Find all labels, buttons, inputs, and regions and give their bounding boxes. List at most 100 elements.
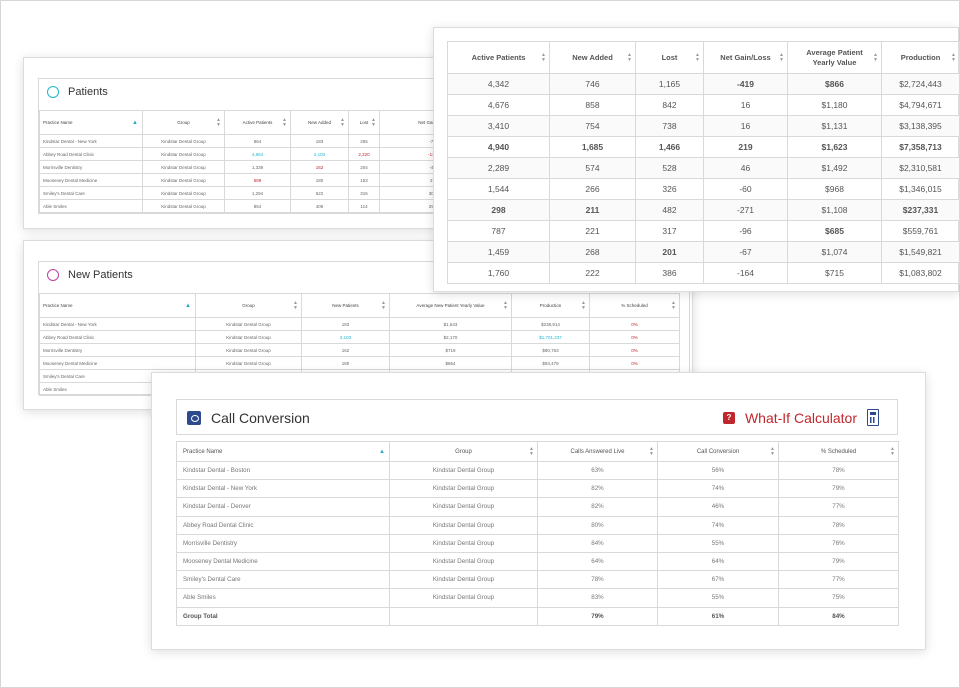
column-header-label: % Scheduled <box>820 448 857 455</box>
column-header[interactable]: Net Gain/Loss ▲▼ <box>703 41 788 74</box>
table-row[interactable]: Morrisville Dentistry Kindstar Dental Gro… <box>39 343 680 357</box>
table-cell: 204 <box>348 160 380 174</box>
table-row[interactable]: 1,544 266 326 -60 $968 $1,346,015 <box>447 178 960 200</box>
column-header[interactable]: New Added ▲ ▼ <box>290 110 349 135</box>
table-row[interactable]: Morrisville Dentistry Kindstar Dental Gro… <box>39 160 486 174</box>
table-row[interactable]: Kindstar Dental - New York Kindstar Denta… <box>176 479 899 499</box>
table-row[interactable]: Kindstar Dental - New York Kindstar Denta… <box>39 134 486 148</box>
table-row[interactable]: Mooseney Dental Medicine Kindstar Dental … <box>39 356 680 370</box>
table-cell: Morrisville Dentistry <box>176 533 390 553</box>
table-cell: $1,623 <box>787 136 882 158</box>
column-header[interactable]: Active Patients ▲ ▼ <box>224 110 291 135</box>
sort-icon[interactable]: ▲▼ <box>770 445 775 457</box>
table-cell: 528 <box>635 157 704 179</box>
call-conversion-card: Call Conversion ? What-If Calculator Pra… <box>151 372 926 650</box>
sort-icon[interactable]: ▲▼ <box>695 51 700 63</box>
table-row[interactable]: Abbey Road Dental Clinic Kindstar Dental … <box>176 515 899 535</box>
sort-icon[interactable]: ▲▼ <box>541 51 546 63</box>
table-cell: 409 <box>290 199 349 213</box>
column-header[interactable]: Active Patients ▲ ▼ <box>447 41 550 74</box>
sort-ascending-icon[interactable]: ▲ <box>379 448 385 455</box>
table-row[interactable]: Mooseney Dental Medicine Kindstar Dental … <box>39 173 486 187</box>
table-cell: 0% <box>589 343 680 357</box>
table-row[interactable]: 298 211 482 -271 $1,108 $237,331 <box>447 199 960 221</box>
column-header[interactable]: Lost ▲ ▼ <box>635 41 704 74</box>
column-header[interactable]: Average Patient Yearly Value ▲ ▼ <box>787 41 882 74</box>
table-cell: 16 <box>703 94 788 116</box>
table-row[interactable]: Abbey Road Dental Clinic Kindstar Dental … <box>39 147 486 161</box>
table-row[interactable]: 4,342 746 1,165 -419 $866 $2,724,443 <box>447 73 960 95</box>
sort-icon[interactable]: ▲▼ <box>529 445 534 457</box>
sort-icon[interactable]: ▲▼ <box>951 51 956 63</box>
sort-icon[interactable]: ▲▼ <box>503 299 508 311</box>
table-row[interactable]: Kindstar Dental - New York Kindstar Denta… <box>39 317 680 331</box>
phone-icon <box>187 411 201 425</box>
table-row[interactable]: 2,289 574 528 46 $1,492 $2,310,581 <box>447 157 960 179</box>
column-header[interactable]: Production ▲ ▼ <box>881 41 960 74</box>
column-header[interactable]: % Scheduled ▲ ▼ <box>778 441 899 462</box>
table-cell: $93,479 <box>511 356 590 370</box>
table-cell: $1,108 <box>787 199 882 221</box>
table-cell: $1,180 <box>787 94 882 116</box>
column-header[interactable]: Call Conversion ▲ ▼ <box>657 441 779 462</box>
table-row[interactable]: Morrisville Dentistry Kindstar Dental Gro… <box>176 533 899 553</box>
column-header[interactable]: Practice Name ▲ <box>39 110 143 135</box>
sort-icon[interactable]: ▲▼ <box>649 445 654 457</box>
table-row[interactable]: 1,459 268 201 -67 $1,074 $1,549,821 <box>447 241 960 263</box>
sort-icon[interactable]: ▲▼ <box>282 116 287 128</box>
table-row[interactable]: Kindstar Dental - Denver Kindstar Dental … <box>176 497 899 517</box>
column-header[interactable]: Group ▲ ▼ <box>195 293 302 318</box>
table-cell: $1,346,015 <box>881 178 960 200</box>
column-header[interactable]: New Patients ▲ ▼ <box>301 293 390 318</box>
column-header[interactable]: Group ▲ ▼ <box>389 441 538 462</box>
sort-ascending-icon[interactable]: ▲ <box>132 119 138 126</box>
column-header[interactable]: Average New Patient Yearly Value ▲ ▼ <box>389 293 512 318</box>
sort-icon[interactable]: ▲▼ <box>627 51 632 63</box>
table-cell: 2,103 <box>290 147 349 161</box>
table-row[interactable]: Able Smiles Kindstar Dental Group 83% 55% 75… <box>176 588 899 608</box>
table-cell: 75% <box>778 588 899 608</box>
table-cell: 162 <box>301 343 390 357</box>
table-cell: 316 <box>348 186 380 200</box>
sort-icon[interactable]: ▲▼ <box>671 299 676 311</box>
column-header[interactable]: Group ▲ ▼ <box>142 110 225 135</box>
sort-icon[interactable]: ▲▼ <box>873 51 878 63</box>
sort-icon[interactable]: ▲▼ <box>340 116 345 128</box>
sort-icon[interactable]: ▲▼ <box>890 445 895 457</box>
table-row[interactable]: Able Smiles Kindstar Dental Group 854 409 11… <box>39 199 486 213</box>
column-header-label: % Scheduled <box>621 303 648 308</box>
column-header[interactable]: Practice Name ▲ <box>39 293 196 318</box>
table-row[interactable]: 3,410 754 738 16 $1,131 $3,138,395 <box>447 115 960 137</box>
sort-icon[interactable]: ▲▼ <box>381 299 386 311</box>
table-cell: 79% <box>778 479 899 499</box>
table-row[interactable]: Mooseney Dental Medicine Kindstar Dental … <box>176 551 899 572</box>
sort-ascending-icon[interactable]: ▲ <box>185 302 191 309</box>
what-if-calculator-button[interactable]: ? What-If Calculator <box>722 409 879 426</box>
column-header[interactable]: Production ▲ ▼ <box>511 293 590 318</box>
table-cell: 83% <box>537 588 658 608</box>
table-cell: Morrisville Dentistry <box>39 343 196 357</box>
column-header[interactable]: Calls Answered Live ▲ ▼ <box>537 441 658 462</box>
table-cell: 787 <box>447 220 550 242</box>
sort-icon[interactable]: ▲▼ <box>779 51 784 63</box>
table-row[interactable]: 787 221 317 -96 $685 $559,761 <box>447 220 960 242</box>
table-row[interactable]: 4,676 858 842 16 $1,180 $4,794,671 <box>447 94 960 116</box>
column-header[interactable]: Lost ▲ ▼ <box>348 110 380 135</box>
sort-icon[interactable]: ▲▼ <box>371 116 376 128</box>
table-row[interactable]: 1,760 222 386 -164 $715 $1,083,802 <box>447 262 960 284</box>
sort-icon[interactable]: ▲▼ <box>293 299 298 311</box>
sort-icon[interactable]: ▲▼ <box>216 116 221 128</box>
column-header[interactable]: Practice Name ▲ <box>176 441 390 462</box>
table-row[interactable]: Abbey Road Dental Clinic Kindstar Dental … <box>39 330 680 344</box>
sort-icon[interactable]: ▲▼ <box>581 299 586 311</box>
table-row[interactable]: 4,940 1,685 1,466 219 $1,623 $7,358,713 <box>447 136 960 158</box>
column-header[interactable]: New Added ▲ ▼ <box>549 41 636 74</box>
column-header[interactable]: % Scheduled ▲ ▼ <box>589 293 680 318</box>
table-row[interactable]: Kindstar Dental - Boston Kindstar Dental … <box>176 460 899 481</box>
table-cell: 0% <box>589 356 680 370</box>
table-cell: 1,544 <box>447 178 550 200</box>
column-header-label: Group <box>455 448 472 455</box>
patients-detail-overlay: Active Patients ▲ ▼ New Added ▲ ▼ Lost ▲ ▼ Net Ga… <box>433 27 960 292</box>
